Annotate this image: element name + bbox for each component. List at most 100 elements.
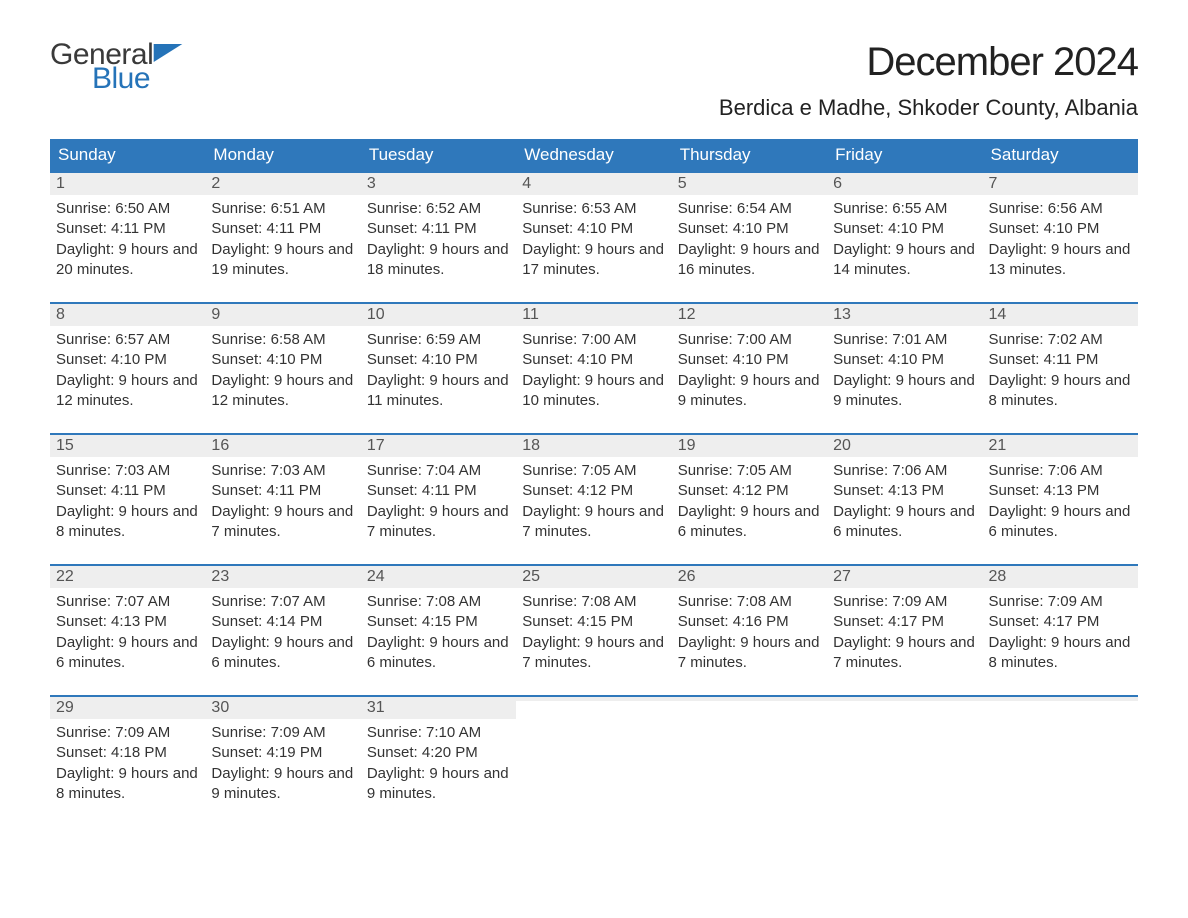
sunrise-text: Sunrise: 7:01 AM xyxy=(833,330,976,350)
day-header-friday: Friday xyxy=(827,139,982,171)
day-number: 5 xyxy=(672,173,827,195)
day-cell xyxy=(672,697,827,808)
daylight-text: Daylight: 9 hours and 6 minutes. xyxy=(989,502,1132,543)
daylight-text: Daylight: 9 hours and 11 minutes. xyxy=(367,371,510,412)
sunrise-text: Sunrise: 7:05 AM xyxy=(522,461,665,481)
day-cell: 8Sunrise: 6:57 AMSunset: 4:10 PMDaylight… xyxy=(50,304,205,415)
daylight-text: Daylight: 9 hours and 7 minutes. xyxy=(522,502,665,543)
day-cell: 13 Sunrise: 7:01 AMSunset: 4:10 PMDayligh… xyxy=(827,304,982,415)
day-body: Sunrise: 6:54 AMSunset: 4:10 PMDaylight:… xyxy=(672,195,827,284)
day-cell: 7Sunrise: 6:56 AMSunset: 4:10 PMDaylight… xyxy=(983,173,1138,284)
day-body: Sunrise: 6:52 AMSunset: 4:11 PMDaylight:… xyxy=(361,195,516,284)
day-cell: 24Sunrise: 7:08 AMSunset: 4:15 PMDayligh… xyxy=(361,566,516,677)
day-cell: 29Sunrise: 7:09 AMSunset: 4:18 PMDayligh… xyxy=(50,697,205,808)
daylight-text: Daylight: 9 hours and 9 minutes. xyxy=(211,764,354,805)
day-header-tuesday: Tuesday xyxy=(361,139,516,171)
daylight-text: Daylight: 9 hours and 9 minutes. xyxy=(833,371,976,412)
sunrise-text: Sunrise: 7:09 AM xyxy=(211,723,354,743)
day-number: 25 xyxy=(516,566,671,588)
daylight-text: Daylight: 9 hours and 14 minutes. xyxy=(833,240,976,281)
day-body: Sunrise: 7:00 AMSunset: 4:10 PMDaylight:… xyxy=(516,326,671,415)
day-body: Sunrise: 7:06 AMSunset: 4:13 PMDaylight:… xyxy=(827,457,982,546)
sunrise-text: Sunrise: 7:07 AM xyxy=(211,592,354,612)
day-body xyxy=(827,701,982,709)
day-number: 2 xyxy=(205,173,360,195)
sunrise-text: Sunrise: 7:09 AM xyxy=(989,592,1132,612)
sunrise-text: Sunrise: 6:53 AM xyxy=(522,199,665,219)
sunset-text: Sunset: 4:17 PM xyxy=(989,612,1132,632)
sunset-text: Sunset: 4:10 PM xyxy=(678,350,821,370)
daylight-text: Daylight: 9 hours and 7 minutes. xyxy=(833,633,976,674)
sunset-text: Sunset: 4:10 PM xyxy=(211,350,354,370)
daylight-text: Daylight: 9 hours and 6 minutes. xyxy=(211,633,354,674)
sunset-text: Sunset: 4:19 PM xyxy=(211,743,354,763)
daylight-text: Daylight: 9 hours and 16 minutes. xyxy=(678,240,821,281)
day-cell: 19Sunrise: 7:05 AMSunset: 4:12 PMDayligh… xyxy=(672,435,827,546)
day-body: Sunrise: 7:08 AMSunset: 4:16 PMDaylight:… xyxy=(672,588,827,677)
day-cell xyxy=(983,697,1138,808)
day-body: Sunrise: 7:08 AMSunset: 4:15 PMDaylight:… xyxy=(361,588,516,677)
sunrise-text: Sunrise: 7:00 AM xyxy=(678,330,821,350)
sunrise-text: Sunrise: 7:06 AM xyxy=(989,461,1132,481)
sunrise-text: Sunrise: 7:06 AM xyxy=(833,461,976,481)
daylight-text: Daylight: 9 hours and 9 minutes. xyxy=(367,764,510,805)
day-body: Sunrise: 7:07 AMSunset: 4:14 PMDaylight:… xyxy=(205,588,360,677)
day-cell: 9Sunrise: 6:58 AMSunset: 4:10 PMDaylight… xyxy=(205,304,360,415)
day-body: Sunrise: 7:09 AMSunset: 4:17 PMDaylight:… xyxy=(983,588,1138,677)
day-number: 15 xyxy=(50,435,205,457)
day-number: 28 xyxy=(983,566,1138,588)
location-subtitle: Berdica e Madhe, Shkoder County, Albania xyxy=(719,95,1138,121)
day-cell: 25Sunrise: 7:08 AMSunset: 4:15 PMDayligh… xyxy=(516,566,671,677)
day-number: 13 xyxy=(827,304,982,326)
day-number: 1 xyxy=(50,173,205,195)
day-body: Sunrise: 6:58 AMSunset: 4:10 PMDaylight:… xyxy=(205,326,360,415)
day-cell: 20Sunrise: 7:06 AMSunset: 4:13 PMDayligh… xyxy=(827,435,982,546)
month-title: December 2024 xyxy=(719,40,1138,85)
sunrise-text: Sunrise: 7:02 AM xyxy=(989,330,1132,350)
day-number: 23 xyxy=(205,566,360,588)
day-cell: 26Sunrise: 7:08 AMSunset: 4:16 PMDayligh… xyxy=(672,566,827,677)
day-number: 24 xyxy=(361,566,516,588)
sunset-text: Sunset: 4:10 PM xyxy=(522,219,665,239)
day-number: 17 xyxy=(361,435,516,457)
sunset-text: Sunset: 4:10 PM xyxy=(989,219,1132,239)
day-header-wednesday: Wednesday xyxy=(516,139,671,171)
sunset-text: Sunset: 4:10 PM xyxy=(833,350,976,370)
day-body xyxy=(516,701,671,709)
daylight-text: Daylight: 9 hours and 8 minutes. xyxy=(56,502,199,543)
sunset-text: Sunset: 4:18 PM xyxy=(56,743,199,763)
day-number: 3 xyxy=(361,173,516,195)
sunset-text: Sunset: 4:11 PM xyxy=(989,350,1132,370)
calendar: Sunday Monday Tuesday Wednesday Thursday… xyxy=(50,139,1138,808)
sunrise-text: Sunrise: 6:58 AM xyxy=(211,330,354,350)
sunrise-text: Sunrise: 7:08 AM xyxy=(367,592,510,612)
sunrise-text: Sunrise: 7:03 AM xyxy=(56,461,199,481)
daylight-text: Daylight: 9 hours and 19 minutes. xyxy=(211,240,354,281)
sunset-text: Sunset: 4:15 PM xyxy=(522,612,665,632)
daylight-text: Daylight: 9 hours and 20 minutes. xyxy=(56,240,199,281)
sunset-text: Sunset: 4:10 PM xyxy=(56,350,199,370)
sunrise-text: Sunrise: 7:04 AM xyxy=(367,461,510,481)
day-body: Sunrise: 7:07 AMSunset: 4:13 PMDaylight:… xyxy=(50,588,205,677)
day-number: 20 xyxy=(827,435,982,457)
day-number: 6 xyxy=(827,173,982,195)
day-number: 12 xyxy=(672,304,827,326)
sunset-text: Sunset: 4:11 PM xyxy=(367,481,510,501)
day-cell: 1Sunrise: 6:50 AMSunset: 4:11 PMDaylight… xyxy=(50,173,205,284)
day-body: Sunrise: 6:53 AMSunset: 4:10 PMDaylight:… xyxy=(516,195,671,284)
sunset-text: Sunset: 4:17 PM xyxy=(833,612,976,632)
sunrise-text: Sunrise: 6:54 AM xyxy=(678,199,821,219)
week-row: 8Sunrise: 6:57 AMSunset: 4:10 PMDaylight… xyxy=(50,302,1138,415)
day-cell: 5Sunrise: 6:54 AMSunset: 4:10 PMDaylight… xyxy=(672,173,827,284)
sunset-text: Sunset: 4:12 PM xyxy=(522,481,665,501)
day-body xyxy=(983,701,1138,709)
sunset-text: Sunset: 4:12 PM xyxy=(678,481,821,501)
day-cell: 17Sunrise: 7:04 AMSunset: 4:11 PMDayligh… xyxy=(361,435,516,546)
day-number: 27 xyxy=(827,566,982,588)
day-body: Sunrise: 7:03 AMSunset: 4:11 PMDaylight:… xyxy=(205,457,360,546)
day-cell: 30Sunrise: 7:09 AMSunset: 4:19 PMDayligh… xyxy=(205,697,360,808)
title-block: December 2024 Berdica e Madhe, Shkoder C… xyxy=(719,40,1138,131)
day-cell: 3Sunrise: 6:52 AMSunset: 4:11 PMDaylight… xyxy=(361,173,516,284)
day-cell: 22Sunrise: 7:07 AMSunset: 4:13 PMDayligh… xyxy=(50,566,205,677)
logo-mark-icon xyxy=(154,44,183,62)
